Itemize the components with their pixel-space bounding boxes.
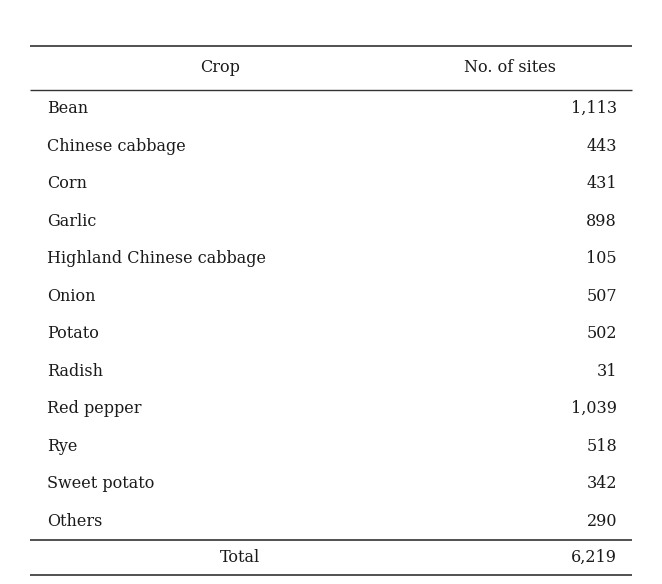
- Text: 290: 290: [587, 513, 617, 530]
- Text: Potato: Potato: [47, 325, 99, 342]
- Text: Sweet potato: Sweet potato: [47, 475, 154, 492]
- Text: Red pepper: Red pepper: [47, 400, 142, 417]
- Text: 518: 518: [587, 438, 617, 455]
- Text: 898: 898: [587, 213, 617, 230]
- Text: 1,113: 1,113: [571, 100, 617, 117]
- Text: 105: 105: [587, 251, 617, 267]
- Text: 502: 502: [587, 325, 617, 342]
- Text: 342: 342: [587, 475, 617, 492]
- Text: 443: 443: [587, 138, 617, 155]
- Text: Rye: Rye: [47, 438, 77, 455]
- Text: Total: Total: [220, 549, 260, 566]
- Text: 507: 507: [587, 288, 617, 305]
- Text: Onion: Onion: [47, 288, 95, 305]
- Text: Others: Others: [47, 513, 103, 530]
- Text: Bean: Bean: [47, 100, 88, 117]
- Text: Highland Chinese cabbage: Highland Chinese cabbage: [47, 251, 266, 267]
- Text: 6,219: 6,219: [571, 549, 617, 566]
- Text: Radish: Radish: [47, 363, 103, 380]
- Text: 1,039: 1,039: [571, 400, 617, 417]
- Text: Garlic: Garlic: [47, 213, 97, 230]
- Text: Corn: Corn: [47, 175, 87, 192]
- Text: No. of sites: No. of sites: [464, 60, 556, 77]
- Text: 31: 31: [596, 363, 617, 380]
- Text: 431: 431: [587, 175, 617, 192]
- Text: Crop: Crop: [200, 60, 240, 77]
- Text: Chinese cabbage: Chinese cabbage: [47, 138, 186, 155]
